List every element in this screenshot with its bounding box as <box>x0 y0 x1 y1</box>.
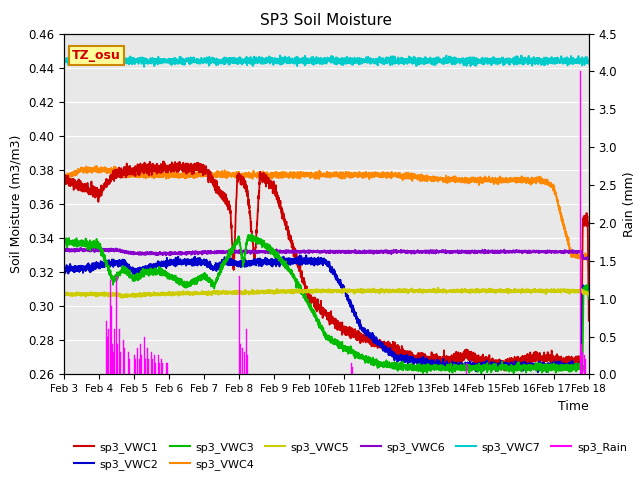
sp3_VWC2 <box>280 260 288 266</box>
sp3_VWC3 <box>442 366 449 372</box>
sp3_VWC4 <box>285 173 292 179</box>
sp3_VWC5 <box>281 289 289 295</box>
sp3_VWC4 <box>569 252 577 258</box>
Text: TZ_osu: TZ_osu <box>72 49 120 62</box>
sp3_VWC1 <box>310 300 317 306</box>
sp3_VWC6 <box>281 250 289 255</box>
sp3_VWC3 <box>477 371 485 376</box>
sp3_VWC1 <box>159 158 167 164</box>
sp3_VWC6 <box>285 249 292 255</box>
Line: sp3_VWC7: sp3_VWC7 <box>64 55 589 67</box>
sp3_VWC7 <box>543 57 550 62</box>
sp3_VWC6 <box>569 249 577 254</box>
sp3_VWC4 <box>582 257 590 263</box>
sp3_VWC6 <box>583 257 591 263</box>
sp3_VWC4 <box>543 180 550 186</box>
sp3_VWC1 <box>585 318 593 324</box>
sp3_VWC6 <box>60 247 68 252</box>
sp3_VWC5 <box>285 289 292 295</box>
sp3_VWC6 <box>442 247 449 253</box>
sp3_VWC2 <box>442 364 449 370</box>
sp3_VWC4 <box>585 253 593 259</box>
sp3_VWC3 <box>281 264 289 269</box>
sp3_VWC1 <box>492 368 500 373</box>
sp3_VWC1 <box>442 359 449 364</box>
sp3_VWC7 <box>569 56 577 61</box>
sp3_VWC7 <box>60 59 68 65</box>
sp3_VWC7 <box>281 59 289 65</box>
Line: sp3_VWC1: sp3_VWC1 <box>64 161 589 371</box>
sp3_VWC7 <box>140 64 148 70</box>
sp3_VWC6 <box>310 249 317 254</box>
sp3_VWC2 <box>585 286 593 292</box>
sp3_VWC1 <box>281 218 289 224</box>
sp3_VWC1 <box>569 362 577 368</box>
Line: sp3_VWC2: sp3_VWC2 <box>64 255 589 372</box>
sp3_VWC7 <box>276 52 284 58</box>
sp3_VWC4 <box>60 174 68 180</box>
sp3_VWC2 <box>60 267 68 273</box>
sp3_VWC1 <box>60 174 68 180</box>
sp3_VWC2 <box>310 262 317 268</box>
Legend: sp3_VWC1, sp3_VWC2, sp3_VWC3, sp3_VWC4, sp3_VWC5, sp3_VWC6, sp3_VWC7, sp3_Rain: sp3_VWC1, sp3_VWC2, sp3_VWC3, sp3_VWC4, … <box>70 438 632 474</box>
sp3_VWC2 <box>543 364 550 370</box>
Line: sp3_VWC6: sp3_VWC6 <box>64 248 589 260</box>
sp3_VWC3 <box>248 232 255 238</box>
sp3_VWC6 <box>585 255 593 261</box>
Line: sp3_VWC4: sp3_VWC4 <box>64 166 589 260</box>
sp3_VWC3 <box>310 310 317 315</box>
sp3_VWC5 <box>310 288 317 294</box>
sp3_VWC2 <box>303 252 310 258</box>
sp3_VWC2 <box>569 364 577 370</box>
sp3_VWC7 <box>442 58 449 64</box>
Title: SP3 Soil Moisture: SP3 Soil Moisture <box>260 13 392 28</box>
sp3_VWC5 <box>435 285 442 290</box>
sp3_VWC4 <box>92 163 100 169</box>
sp3_VWC2 <box>285 257 292 263</box>
sp3_VWC5 <box>60 291 68 297</box>
sp3_VWC4 <box>310 172 317 178</box>
sp3_VWC1 <box>543 356 550 361</box>
Line: sp3_VWC5: sp3_VWC5 <box>64 288 589 298</box>
Line: sp3_VWC3: sp3_VWC3 <box>64 235 589 373</box>
sp3_VWC5 <box>569 288 577 294</box>
sp3_VWC3 <box>60 239 68 244</box>
sp3_VWC5 <box>585 293 593 299</box>
sp3_VWC5 <box>118 295 125 301</box>
Y-axis label: Soil Moisture (m3/m3): Soil Moisture (m3/m3) <box>10 135 22 273</box>
X-axis label: Time: Time <box>558 400 589 413</box>
sp3_VWC5 <box>543 286 550 292</box>
sp3_VWC4 <box>442 176 449 182</box>
sp3_VWC6 <box>77 245 84 251</box>
sp3_VWC3 <box>285 267 292 273</box>
sp3_VWC7 <box>285 58 292 64</box>
sp3_VWC5 <box>442 289 449 295</box>
Y-axis label: Rain (mm): Rain (mm) <box>623 171 636 237</box>
sp3_VWC3 <box>569 364 577 370</box>
sp3_VWC7 <box>585 58 593 63</box>
sp3_VWC1 <box>285 229 292 235</box>
sp3_VWC4 <box>281 172 289 178</box>
sp3_VWC7 <box>310 59 317 65</box>
sp3_VWC3 <box>585 297 593 302</box>
sp3_VWC3 <box>543 366 550 372</box>
sp3_VWC6 <box>543 250 550 256</box>
sp3_VWC2 <box>534 369 541 375</box>
